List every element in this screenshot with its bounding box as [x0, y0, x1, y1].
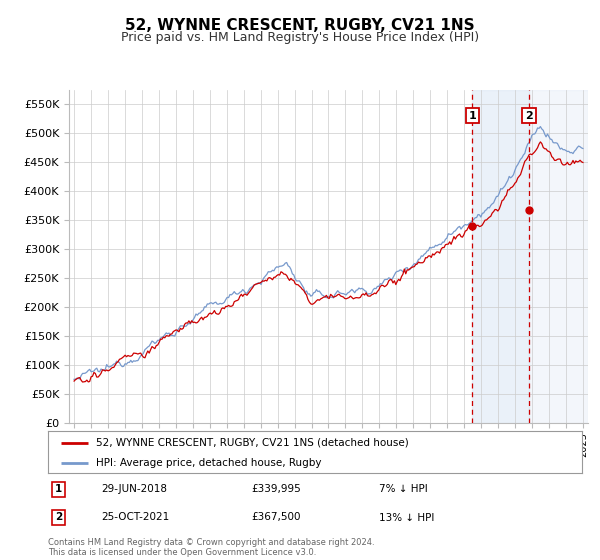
Text: £339,995: £339,995: [251, 484, 301, 494]
Text: 2: 2: [525, 111, 533, 120]
Text: HPI: Average price, detached house, Rugby: HPI: Average price, detached house, Rugb…: [96, 458, 322, 468]
Text: Contains HM Land Registry data © Crown copyright and database right 2024.
This d: Contains HM Land Registry data © Crown c…: [48, 538, 374, 557]
Text: 1: 1: [469, 111, 476, 120]
Text: 2: 2: [55, 512, 62, 522]
Bar: [529, 90, 588, 423]
Text: 52, WYNNE CRESCENT, RUGBY, CV21 1NS: 52, WYNNE CRESCENT, RUGBY, CV21 1NS: [125, 18, 475, 33]
Text: 52, WYNNE CRESCENT, RUGBY, CV21 1NS (detached house): 52, WYNNE CRESCENT, RUGBY, CV21 1NS (det…: [96, 438, 409, 448]
Text: £367,500: £367,500: [251, 512, 301, 522]
Text: 7% ↓ HPI: 7% ↓ HPI: [379, 484, 428, 494]
Text: 25-OCT-2021: 25-OCT-2021: [101, 512, 170, 522]
Text: 1: 1: [55, 484, 62, 494]
Bar: [472, 90, 529, 423]
Text: 13% ↓ HPI: 13% ↓ HPI: [379, 512, 434, 522]
Text: 29-JUN-2018: 29-JUN-2018: [101, 484, 167, 494]
Text: Price paid vs. HM Land Registry's House Price Index (HPI): Price paid vs. HM Land Registry's House …: [121, 31, 479, 44]
